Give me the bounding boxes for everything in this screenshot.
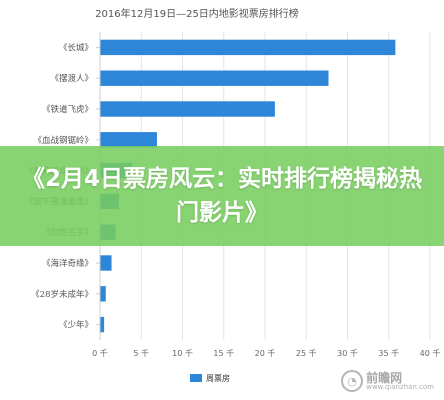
headline-banner: 《2月4日票房风云：实时排行榜揭秘热门影片》 <box>0 146 444 246</box>
bar <box>100 286 106 302</box>
watermark-name: 前瞻网 <box>366 370 403 385</box>
x-tick-label: 15 千 <box>213 348 234 358</box>
legend: 周票房 <box>190 373 230 383</box>
bar <box>100 132 157 148</box>
x-tick-labels: 0 千 5 千 10 千 15 千 20 千 25 千 30 千 35 千 40 千 <box>92 348 440 358</box>
x-tick-label: 25 千 <box>296 348 317 358</box>
x-tick-label: 5 千 <box>133 348 149 358</box>
category-label: 《血战钢锯岭》 <box>33 135 93 146</box>
watermark-url: www.qianzhan.com <box>366 382 434 391</box>
x-tick-label: 40 千 <box>420 348 441 358</box>
bar <box>100 101 275 117</box>
bar <box>100 255 112 271</box>
category-label: 《海洋奇缘》 <box>42 258 93 269</box>
category-label: 《长城》 <box>59 42 93 53</box>
category-label: 《摆渡人》 <box>50 73 93 84</box>
x-tick-label: 0 千 <box>92 348 108 358</box>
category-label: 《28岁未成年》 <box>31 289 93 300</box>
watermark-logo-icon: ◔ <box>341 370 364 392</box>
legend-swatch <box>190 374 202 382</box>
chart-title: 2016年12月19日—25日内地影视票房排行榜 <box>95 7 299 20</box>
x-tick-label: 30 千 <box>337 348 358 358</box>
headline-text: 《2月4日票房风云：实时排行榜揭秘热门影片》 <box>21 166 422 226</box>
category-label: 《少年》 <box>59 320 93 331</box>
watermark: ◔ 前瞻网 www.qianzhan.com <box>341 370 434 392</box>
category-label: 《铁道飞虎》 <box>42 104 93 115</box>
x-tick-label: 10 千 <box>172 348 193 358</box>
bar <box>100 316 105 333</box>
x-tick-label: 20 千 <box>255 348 276 358</box>
legend-label: 周票房 <box>206 373 230 383</box>
bar <box>100 39 396 56</box>
x-tick-label: 35 千 <box>378 348 399 358</box>
bar <box>100 70 329 86</box>
